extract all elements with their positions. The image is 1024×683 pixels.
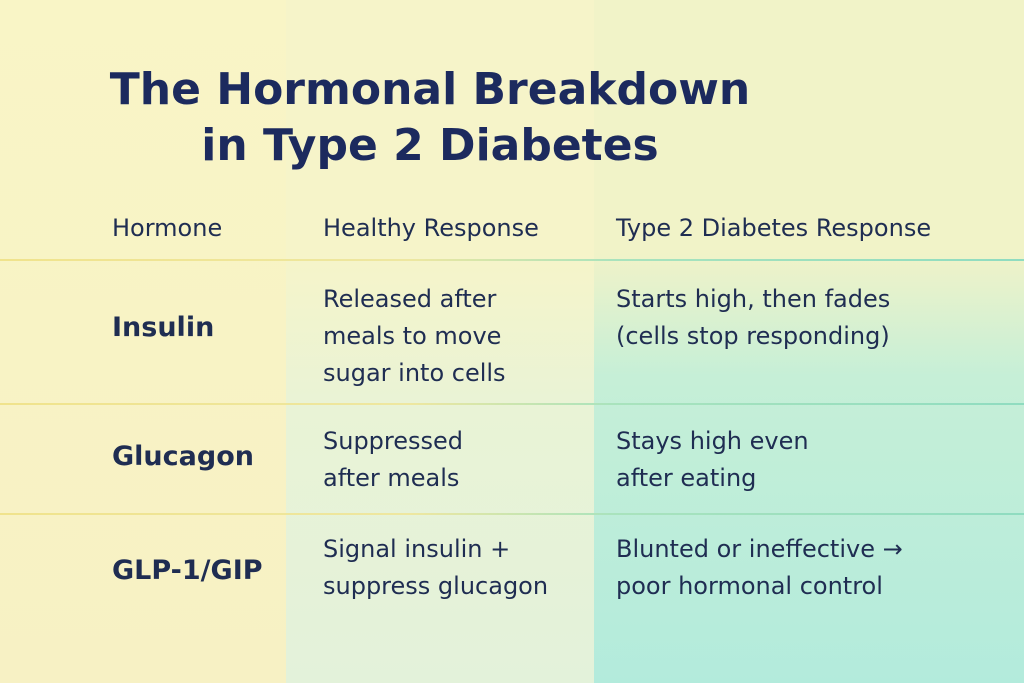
page-title: The Hormonal Breakdown in Type 2 Diabete… [100,62,760,174]
header-healthy-response: Healthy Response [323,214,539,242]
row-t2d-response: Starts high, then fades (cells stop resp… [616,285,891,350]
header-t2d-response: Type 2 Diabetes Response [616,214,932,242]
row-hormone-name: Glucagon [112,441,254,472]
row-t2d-response: Blunted or ineffective → poor hormonal c… [616,535,903,600]
row-hormone-name: GLP-1/GIP [112,555,263,586]
row-divider [0,403,1024,405]
background-column-healthy [286,0,594,683]
row-hormone-name: Insulin [112,312,215,343]
row-healthy-response: Signal insulin + suppress glucagon [323,535,549,600]
title-line-2: in Type 2 Diabetes [201,120,659,171]
row-divider [0,513,1024,515]
title-line-1: The Hormonal Breakdown [109,64,751,115]
row-healthy-response: Released after meals to move sugar into … [323,285,506,387]
row-healthy-response: Suppressed after meals [323,427,464,492]
header-divider [0,259,1024,261]
background-column-hormone [0,0,286,683]
background-column-t2d [594,0,1024,683]
header-hormone: Hormone [112,214,223,242]
row-t2d-response: Stays high even after eating [616,427,809,492]
